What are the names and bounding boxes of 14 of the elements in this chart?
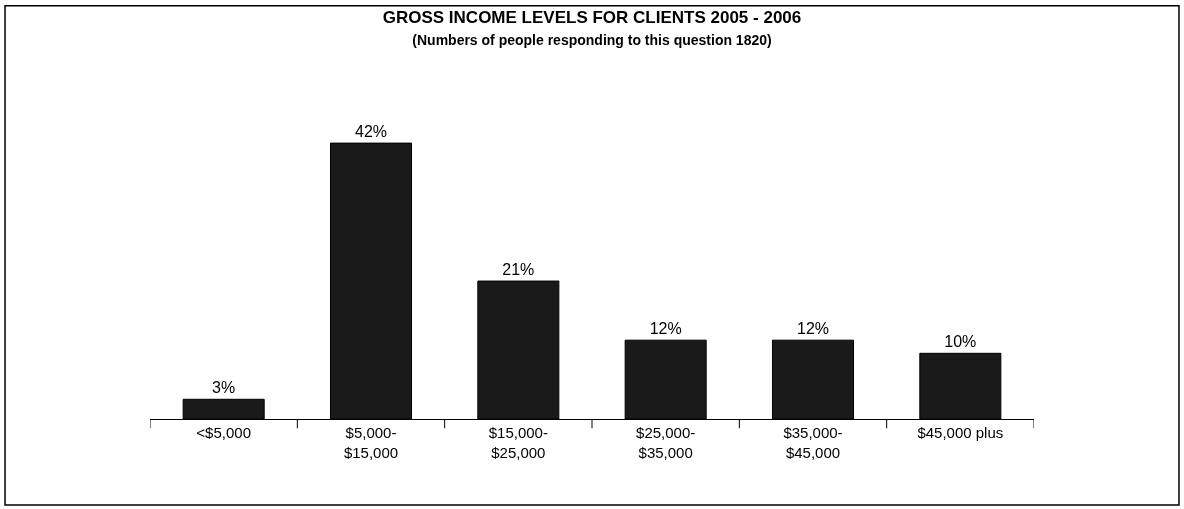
- x-tick-label: $15,000- $25,000: [488, 424, 548, 461]
- data-label: 42%: [354, 123, 388, 141]
- data-label: 3%: [212, 379, 236, 397]
- x-tick-label: $5,000- $15,000: [343, 424, 399, 461]
- x-tick-label: <$5,000: [196, 424, 251, 441]
- data-label: 12%: [649, 320, 682, 338]
- data-label: 21%: [502, 261, 535, 279]
- x-tick-label: $35,000- $45,000: [783, 424, 843, 461]
- data-label: 10%: [944, 333, 977, 351]
- data-label: 12%: [796, 320, 830, 338]
- chart-title: GROSS INCOME LEVELS FOR CLIENTS 2005 - 2006: [382, 7, 802, 27]
- x-tick-label: $25,000- $35,000: [636, 424, 696, 461]
- chart-subtitle: (Numbers of people responding to this question 1820): [412, 32, 772, 48]
- x-tick-label: $45,000 plus: [917, 424, 1004, 441]
